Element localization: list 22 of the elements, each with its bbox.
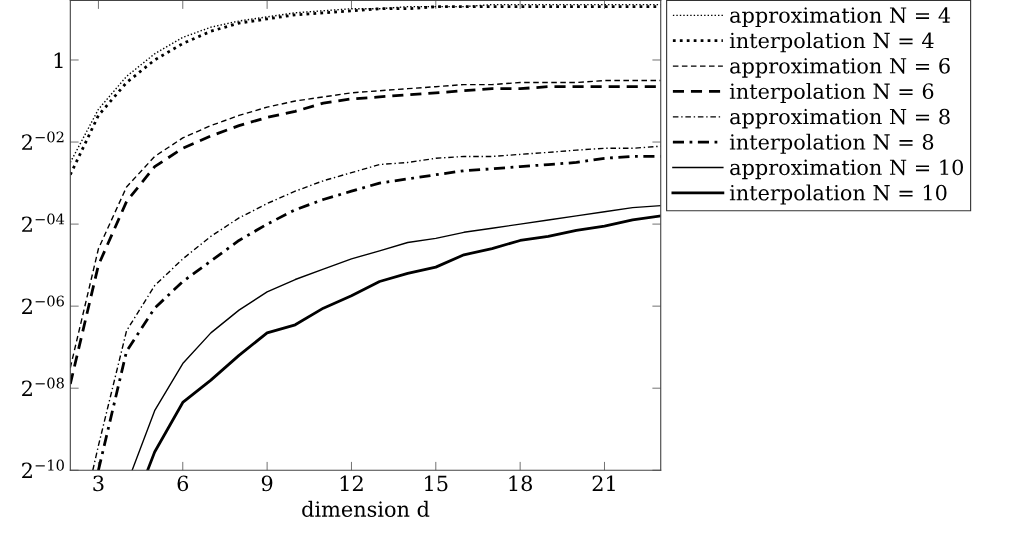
- legend-label: interpolation N = 4: [729, 32, 934, 53]
- y-tick-label: 2$^{−10}$: [22, 459, 64, 479]
- legend-label: approximation N = 10: [730, 159, 963, 180]
- legend-label: approximation N = 6: [730, 57, 950, 78]
- y-tick-label: 2$^{−02}$: [22, 131, 64, 150]
- legend-label: approximation N = 4: [730, 7, 951, 27]
- legend-label: interpolation N = 8: [729, 133, 934, 154]
- legend-label: interpolation N = 6: [729, 82, 934, 104]
- y-tick-label: 1: [54, 52, 63, 68]
- y-tick-label: 2$^{−06}$: [22, 295, 64, 314]
- x-tick-label: 21: [592, 475, 615, 491]
- y-tick-label: 2$^{−04}$: [22, 213, 65, 232]
- x-tick-label: 18: [509, 475, 532, 492]
- x-tick-label: 15: [425, 475, 448, 492]
- legend-label: approximation N = 8: [730, 108, 950, 129]
- y-tick-label: 2$^{−08}$: [22, 377, 64, 396]
- x-axis-title: dimension d: [302, 500, 430, 517]
- x-tick-label: 3: [93, 475, 104, 492]
- legend-label: interpolation N = 10: [729, 184, 947, 205]
- x-tick-label: 6: [177, 475, 189, 492]
- x-tick-label: 12: [340, 475, 363, 491]
- x-tick-label: 9: [261, 475, 273, 492]
